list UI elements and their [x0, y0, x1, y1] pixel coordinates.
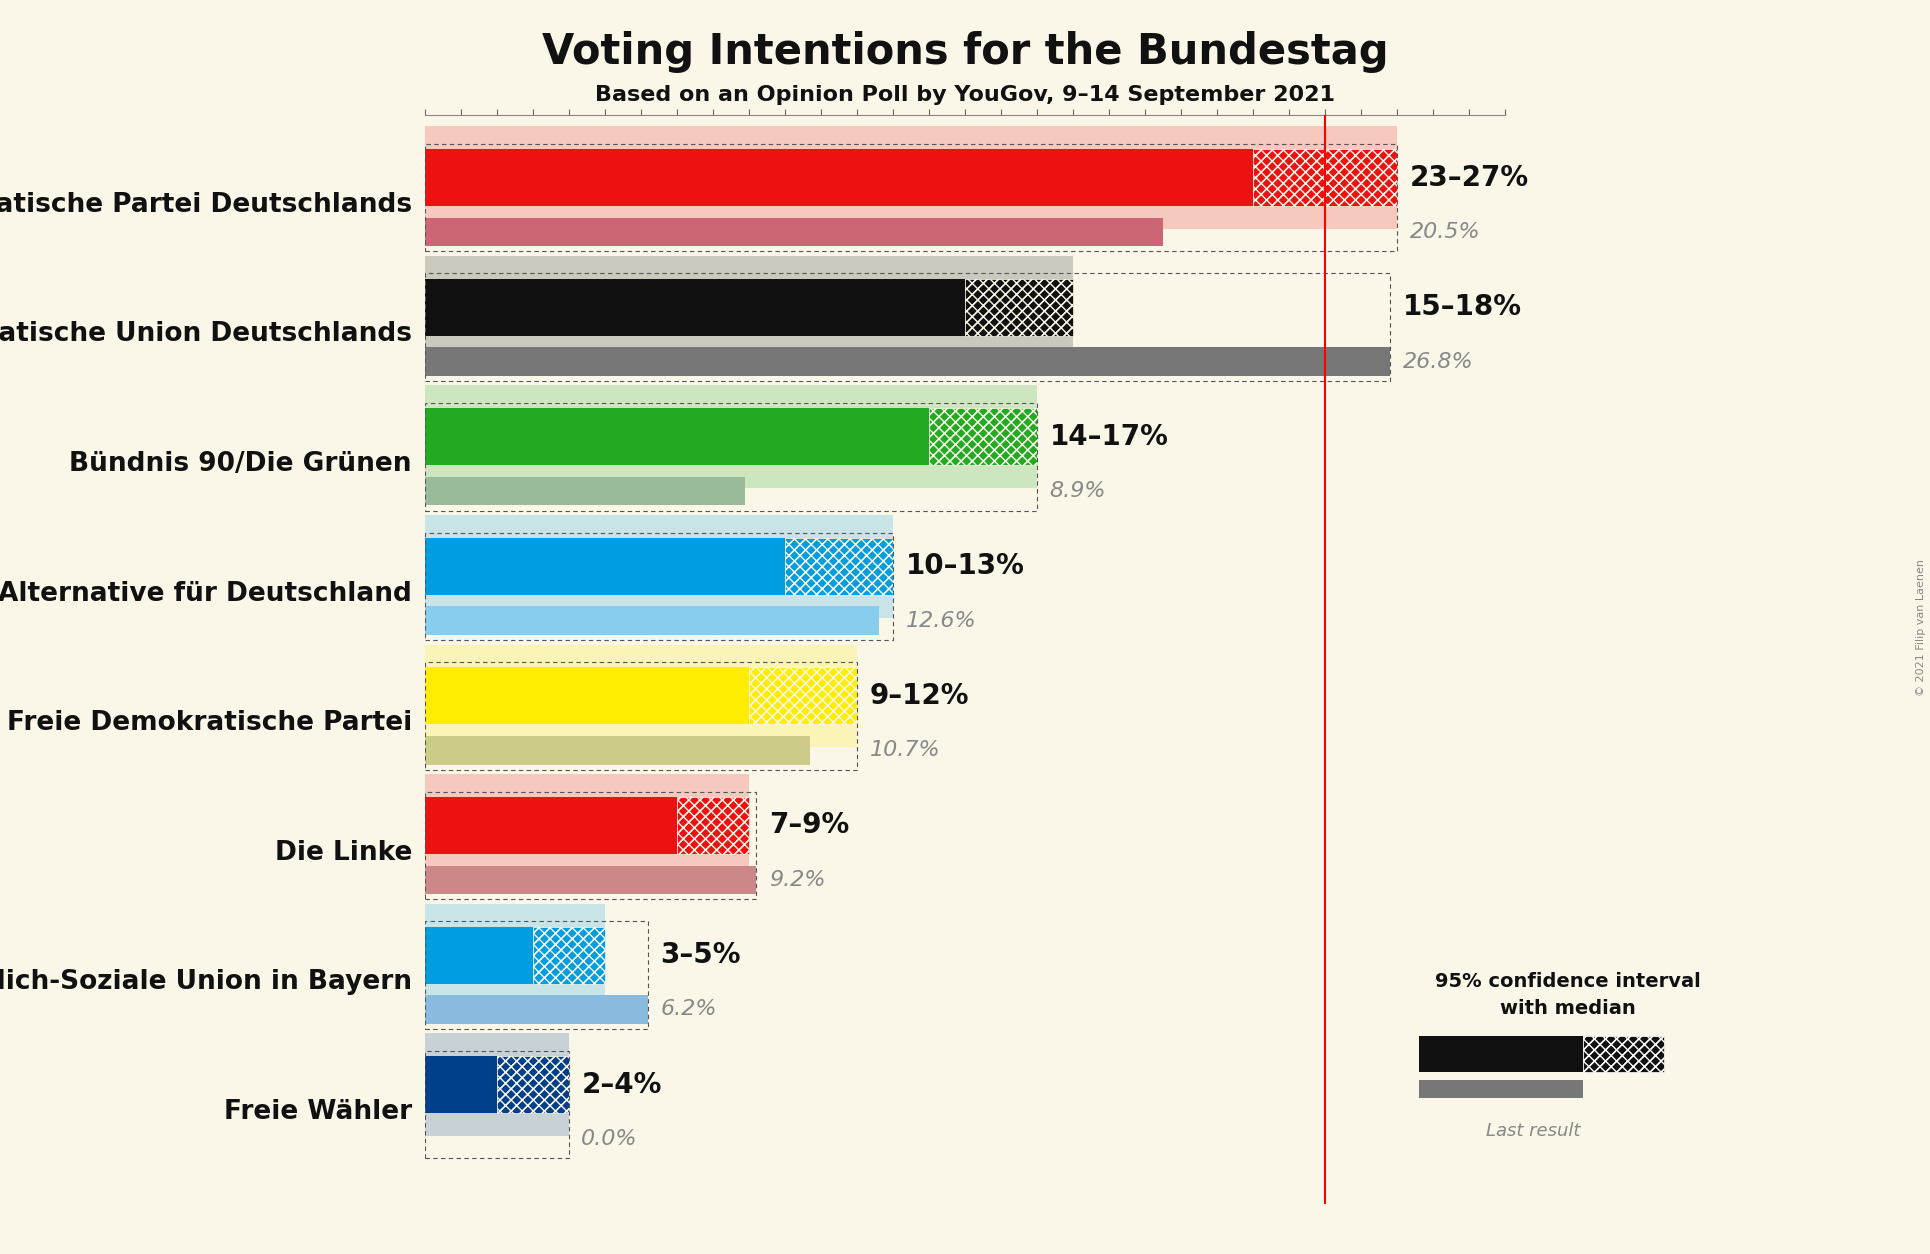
- Bar: [425, 127, 1397, 229]
- Text: Last result: Last result: [1486, 1122, 1581, 1140]
- Bar: [533, 927, 604, 983]
- Bar: [425, 1033, 569, 1136]
- Text: Based on an Opinion Poll by YouGov, 9–14 September 2021: Based on an Opinion Poll by YouGov, 9–14…: [594, 85, 1336, 105]
- Text: Bündnis 90/Die Grünen: Bündnis 90/Die Grünen: [69, 451, 411, 477]
- Bar: [1253, 149, 1397, 206]
- Bar: [425, 477, 745, 505]
- Text: 9–12%: 9–12%: [870, 682, 969, 710]
- Text: 2–4%: 2–4%: [581, 1071, 662, 1099]
- Bar: [1419, 1036, 1583, 1072]
- Bar: [425, 798, 677, 854]
- Text: Freie Demokratische Partei: Freie Demokratische Partei: [6, 710, 411, 736]
- Bar: [425, 662, 857, 770]
- Bar: [425, 1056, 496, 1114]
- Bar: [425, 538, 786, 594]
- Bar: [425, 927, 533, 983]
- Bar: [425, 996, 648, 1023]
- Bar: [425, 736, 811, 765]
- Text: 15–18%: 15–18%: [1403, 293, 1521, 321]
- Bar: [425, 774, 749, 877]
- Text: 8.9%: 8.9%: [1050, 482, 1106, 502]
- Bar: [677, 798, 749, 854]
- Text: 7–9%: 7–9%: [768, 811, 849, 839]
- Text: with median: with median: [1500, 999, 1637, 1018]
- Bar: [1253, 149, 1397, 206]
- Bar: [965, 278, 1073, 336]
- Bar: [749, 667, 857, 725]
- Text: 10.7%: 10.7%: [870, 740, 940, 760]
- Bar: [425, 403, 1036, 510]
- Text: Christlich-Soziale Union in Bayern: Christlich-Soziale Union in Bayern: [0, 969, 411, 996]
- Text: 23–27%: 23–27%: [1411, 163, 1529, 192]
- Bar: [425, 645, 857, 747]
- Bar: [425, 533, 894, 641]
- Bar: [1583, 1036, 1664, 1072]
- Text: 95% confidence interval: 95% confidence interval: [1436, 972, 1700, 991]
- Bar: [1583, 1036, 1664, 1072]
- Bar: [786, 538, 894, 594]
- Bar: [928, 409, 1036, 465]
- Bar: [749, 667, 857, 725]
- Text: 9.2%: 9.2%: [768, 870, 826, 890]
- Bar: [533, 927, 604, 983]
- Bar: [425, 347, 1390, 376]
- Bar: [425, 144, 1397, 252]
- Bar: [425, 409, 928, 465]
- Bar: [425, 607, 878, 635]
- Bar: [425, 149, 1253, 206]
- Bar: [425, 218, 1164, 246]
- Bar: [786, 538, 894, 594]
- Bar: [965, 278, 1073, 336]
- Bar: [496, 1056, 569, 1114]
- Text: 12.6%: 12.6%: [905, 611, 977, 631]
- Bar: [425, 385, 1036, 488]
- Text: Die Linke: Die Linke: [274, 840, 411, 865]
- Text: Freie Wähler: Freie Wähler: [224, 1099, 411, 1125]
- Text: 3–5%: 3–5%: [660, 940, 741, 969]
- Bar: [425, 865, 757, 894]
- Bar: [425, 256, 1073, 359]
- Bar: [425, 904, 604, 1007]
- Bar: [425, 278, 965, 336]
- Bar: [677, 798, 749, 854]
- Text: Sozialdemokratische Partei Deutschlands: Sozialdemokratische Partei Deutschlands: [0, 192, 411, 218]
- Text: 20.5%: 20.5%: [1411, 222, 1480, 242]
- Bar: [425, 1051, 569, 1159]
- Text: © 2021 Filip van Laenen: © 2021 Filip van Laenen: [1916, 558, 1926, 696]
- Text: 26.8%: 26.8%: [1403, 351, 1473, 371]
- Bar: [425, 922, 648, 1028]
- Bar: [1419, 1081, 1583, 1099]
- Bar: [425, 667, 749, 725]
- Bar: [425, 791, 757, 899]
- Text: Alternative für Deutschland: Alternative für Deutschland: [0, 581, 411, 607]
- Bar: [425, 273, 1390, 381]
- Text: 10–13%: 10–13%: [905, 552, 1025, 581]
- Text: 0.0%: 0.0%: [581, 1129, 637, 1149]
- Text: 14–17%: 14–17%: [1050, 423, 1168, 450]
- Bar: [928, 409, 1036, 465]
- Bar: [425, 515, 894, 618]
- Bar: [496, 1056, 569, 1114]
- Text: Voting Intentions for the Bundestag: Voting Intentions for the Bundestag: [542, 31, 1388, 73]
- Text: Christlich Demokratische Union Deutschlands: Christlich Demokratische Union Deutschla…: [0, 321, 411, 347]
- Text: 6.2%: 6.2%: [660, 999, 718, 1020]
